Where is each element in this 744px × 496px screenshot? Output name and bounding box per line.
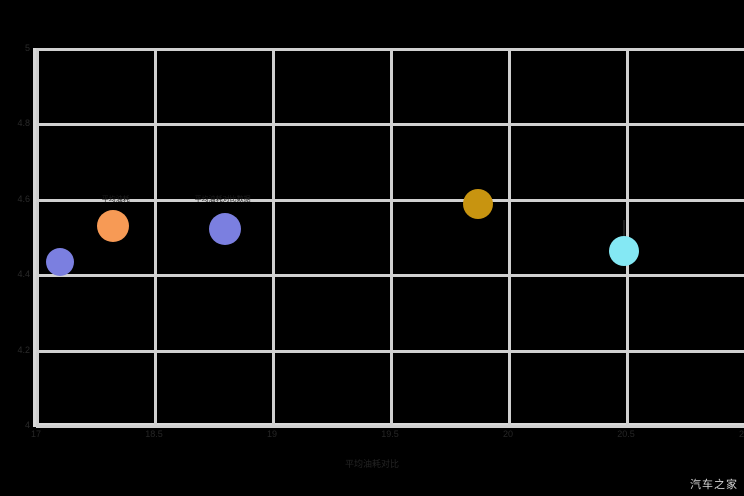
- gridline-horizontal: [36, 274, 744, 278]
- gridline-horizontal: [36, 123, 744, 127]
- gridline-horizontal: [36, 425, 744, 428]
- x-tick-label: 21: [738, 429, 744, 439]
- gridline-vertical: [154, 48, 157, 425]
- gridline-horizontal: [36, 48, 744, 51]
- y-tick-label: 4: [24, 420, 30, 430]
- x-tick-label: 20.5: [617, 429, 635, 439]
- data-point-bubble[interactable]: [97, 209, 130, 242]
- data-point-bubble[interactable]: [609, 235, 640, 266]
- x-tick-label: 19.5: [381, 429, 399, 439]
- y-axis-spine: [33, 48, 37, 426]
- x-tick-label: 20: [502, 429, 514, 439]
- annotation-left: 平均油耗: [101, 195, 130, 203]
- plot-area: 平均油耗 平均油耗对比数据: [36, 48, 744, 428]
- gridline-vertical: [272, 48, 275, 425]
- y-tick-label: 4.8: [17, 118, 30, 129]
- gridline-vertical: [36, 48, 39, 425]
- watermark: 汽车之家: [690, 478, 738, 491]
- gridline-horizontal: [36, 349, 744, 353]
- gridline-vertical: [508, 48, 511, 425]
- data-point-bubble[interactable]: [462, 188, 493, 219]
- y-tick-label: 4.2: [17, 344, 30, 355]
- y-tick-label: 4.6: [17, 193, 30, 204]
- point-leader-line: [623, 219, 625, 236]
- x-tick-label: 18.5: [145, 429, 163, 439]
- x-tick-label: 19: [266, 429, 278, 439]
- y-tick-label: 5: [24, 43, 30, 53]
- gridline-horizontal: [36, 198, 744, 202]
- annotation-right: 平均油耗对比数据: [194, 195, 251, 203]
- data-point-bubble[interactable]: [209, 212, 242, 245]
- x-tick-label: 17: [30, 429, 42, 439]
- gridline-vertical: [390, 48, 393, 425]
- x-axis-title: 平均油耗对比: [344, 459, 399, 469]
- data-point-bubble[interactable]: [46, 247, 75, 276]
- y-tick-label: 4.4: [17, 269, 30, 280]
